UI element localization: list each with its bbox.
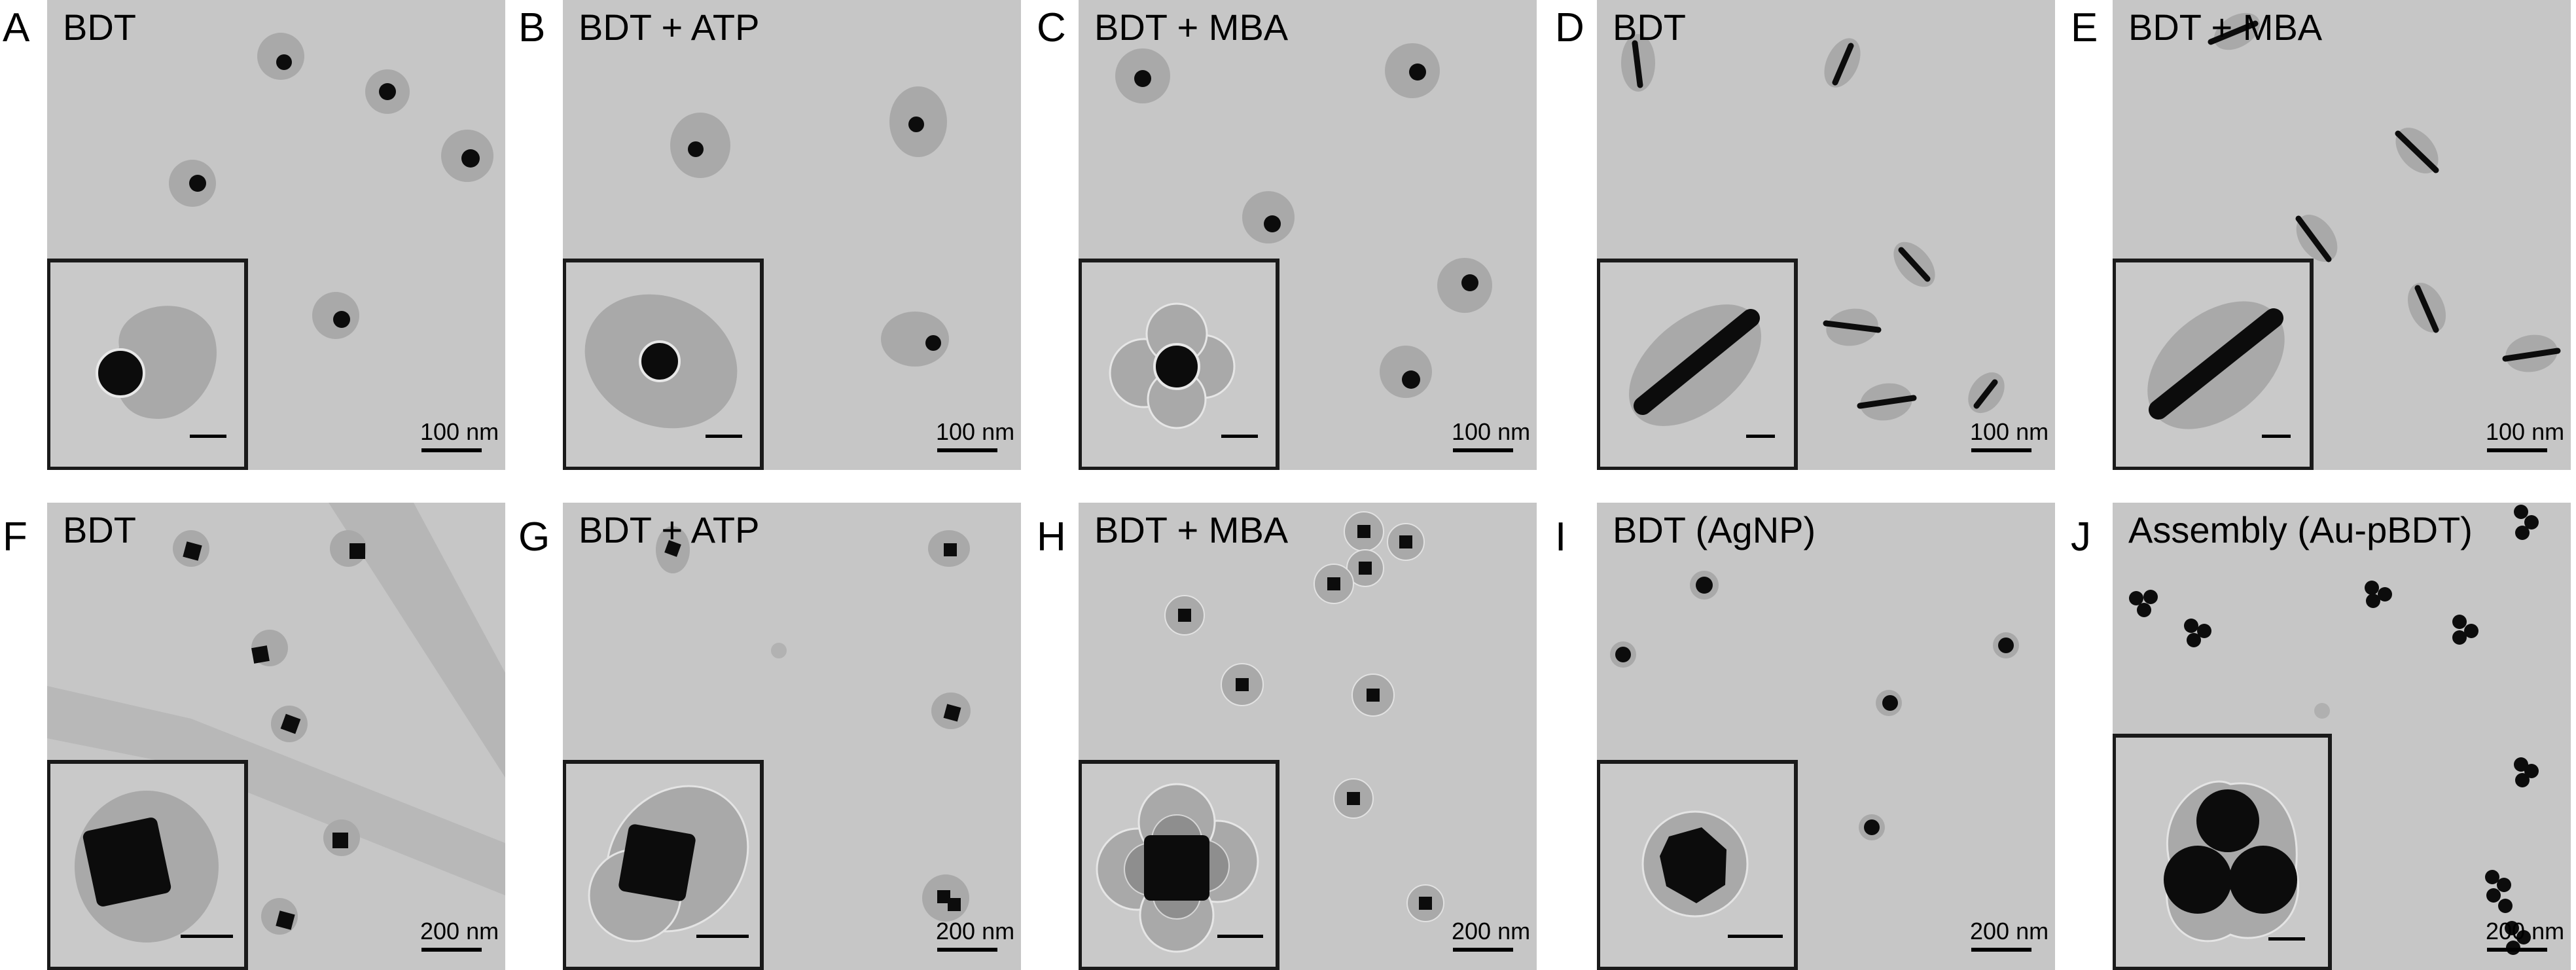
panel-c-label: BDT + MBA [1094,7,1289,48]
panel-letter-i: I [1555,514,1567,560]
panel-letter-c: C [1037,5,1066,50]
panel-i-image [1597,571,2019,970]
panel-j-label: Assembly (Au-pBDT) [2128,509,2473,550]
panel-e-label: BDT + MBA [2128,7,2323,48]
panel-d-scale-text: 100 nm [1970,418,2049,445]
panel-letter-j: J [2071,514,2091,560]
panel-b-image [563,86,949,470]
panel-e-image [2113,12,2561,470]
panel-f-image [47,503,505,970]
panel-c-scale-bar [1453,448,1513,452]
panel-a-scale-text: 100 nm [420,418,499,445]
panel-h-scale-bar [1453,948,1513,952]
panel-g-image [563,526,971,970]
panel-g-scale-text: 200 nm [936,918,1015,944]
panel-a-scale-bar [421,448,482,452]
panel-b: BDT + ATP 100 nm [563,0,1021,470]
panel-h: BDT + MBA 200 nm [1079,503,1537,970]
panel-h-image [1079,511,1444,970]
panel-c: BDT + MBA 100 nm [1079,0,1537,470]
panel-c-scale-text: 100 nm [1452,418,1531,445]
panel-f-scale-text: 200 nm [420,918,499,944]
panel-c-image [1079,43,1492,470]
panel-h-scale-text: 200 nm [1452,918,1531,944]
panel-j: Assembly (Au-pBDT) 200 nm [2113,503,2571,970]
panel-d: BDT 100 nm [1597,0,2055,470]
panel-f-label: BDT [63,509,136,550]
panel-e-scale-text: 100 nm [2486,418,2565,445]
panel-i: BDT (AgNP) 200 nm [1597,503,2055,970]
panel-letter-e: E [2071,5,2098,50]
panel-a-label: BDT [63,7,136,48]
panel-d-image [1597,34,2005,470]
panel-b-label: BDT + ATP [579,7,760,48]
panel-letter-f: F [3,514,27,560]
panel-g: BDT + ATP 200 nm [563,503,1021,970]
panel-b-scale-text: 100 nm [936,418,1015,445]
panel-i-label: BDT (AgNP) [1613,509,1816,550]
panel-letter-h: H [1037,514,1066,560]
inset-frame [1597,760,1798,970]
panel-g-scale-bar [937,948,997,952]
panel-d-label: BDT [1613,7,1686,48]
panel-b-scale-bar [937,448,997,452]
panel-letter-d: D [1555,5,1584,50]
panel-h-label: BDT + MBA [1094,509,1289,550]
panel-e-scale-bar [2487,448,2547,452]
panel-a-image [47,33,493,470]
panel-e: BDT + MBA 100 nm [2113,0,2571,470]
panel-letter-b: B [518,5,546,50]
panel-j-scale-text: 200 nm [2486,918,2565,944]
panel-d-scale-bar [1971,448,2031,452]
panel-letter-a: A [3,5,30,50]
panel-j-image [2113,505,2539,970]
panel-f: BDT 200 nm [47,503,505,970]
panel-i-scale-text: 200 nm [1970,918,2049,944]
panel-a: BDT 100 nm [47,0,505,470]
panel-i-scale-bar [1971,948,2031,952]
panel-j-scale-bar [2487,948,2547,952]
panel-g-label: BDT + ATP [579,509,760,550]
panel-f-scale-bar [421,948,482,952]
panel-letter-g: G [518,514,550,560]
